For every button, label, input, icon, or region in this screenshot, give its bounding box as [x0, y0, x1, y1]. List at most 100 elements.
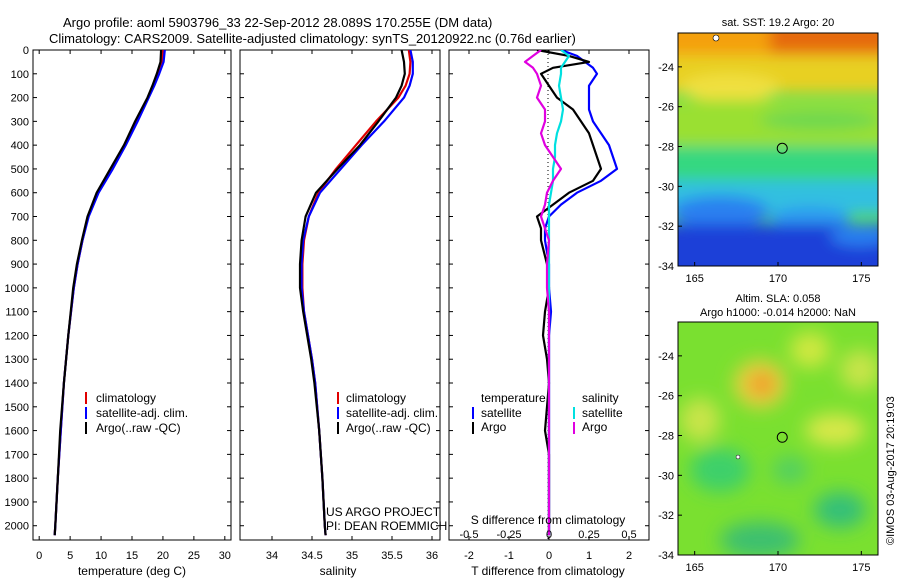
depth-tick-label: 800 [11, 235, 29, 247]
x-tick-label: 20 [157, 550, 169, 562]
figure-title-line1: Argo profile: aoml 5903796_33 22-Sep-201… [63, 15, 492, 30]
map-y-tick-label: -28 [658, 142, 674, 154]
salinity-profiles [298, 50, 414, 536]
project-note-line1: US ARGO PROJECT [326, 505, 441, 519]
depth-tick-label: 300 [11, 116, 29, 128]
sst-map-title: sat. SST: 19.2 Argo: 20 [722, 17, 835, 29]
depth-axis: 0 100 200 300 400 500 600 700 800 900 1000 1100 1200… [5, 45, 649, 533]
sla-map-title-line1: Altim. SLA: 0.058 [736, 293, 821, 305]
difference-profiles [523, 50, 619, 540]
x-tick-label: -2 [464, 550, 474, 562]
salinity-xlabel: salinity [320, 564, 357, 578]
map-y-tick-label: -28 [658, 431, 674, 443]
salinity-panel [239, 49, 441, 541]
legend-argo: Argo(..raw -QC) [346, 421, 431, 435]
salinity-legend: climatology satellite-adj. clim. Argo(..… [337, 391, 438, 435]
legend-temperature-title: temperature [481, 391, 546, 405]
map-y-tick-label: -24 [658, 62, 674, 74]
legend-satellite: satellite-adj. clim. [96, 406, 188, 420]
depth-tick-label: 1100 [5, 307, 29, 319]
x-tick-label: 36 [426, 550, 438, 562]
x-tick-label: 15 [126, 550, 138, 562]
map-x-tick-label: 170 [769, 273, 787, 285]
temperature-profiles [53, 50, 166, 536]
legend-climatology: climatology [96, 391, 156, 405]
x-tick-label: 25 [188, 550, 200, 562]
depth-tick-label: 500 [11, 164, 29, 176]
legend-t-satellite: satellite [481, 406, 522, 420]
top-tick-label: 0 [546, 529, 552, 541]
difference-x-axis: -2 -1 0 1 2 [464, 50, 632, 562]
map-y-tick-label: -24 [658, 351, 674, 363]
map-x-tick-label: 165 [685, 562, 703, 574]
x-tick-label: 35 [346, 550, 358, 562]
salinity-difference-ticks: -0.5 -0.25 0 0.25 0.5 [460, 529, 637, 541]
project-note-line2: PI: DEAN ROEMMICH [326, 519, 447, 533]
temperature-xlabel: temperature (deg C) [78, 564, 186, 578]
depth-tick-label: 0 [23, 45, 29, 57]
argo-location-marker [776, 431, 788, 443]
top-tick-label: 0.5 [621, 529, 636, 541]
temperature-panel [32, 49, 232, 541]
map-y-tick-label: -32 [658, 221, 674, 233]
profile-line-argo [298, 50, 406, 536]
depth-tick-label: 1900 [5, 497, 29, 509]
legend-t-argo: Argo [481, 420, 507, 434]
island-marker [712, 34, 720, 42]
legend-climatology: climatology [346, 391, 406, 405]
map-y-tick-label: -34 [658, 550, 674, 562]
figure-title-line2: Climatology: CARS2009. Satellite-adjuste… [49, 31, 576, 46]
depth-tick-label: 1400 [5, 378, 29, 390]
legend-s-argo: Argo [582, 420, 608, 434]
sst-map-axes: 165 170 175 -24 -26 -28 -30 -32 -34 [658, 62, 870, 285]
x-tick-label: 34.5 [301, 550, 322, 562]
argo-location-marker [776, 142, 788, 154]
sla-map-title-line2: Argo h1000: -0.014 h2000: NaN [700, 307, 856, 319]
map-x-tick-label: 170 [769, 562, 787, 574]
depth-tick-label: 1000 [5, 283, 29, 295]
profile-line-temperature_argo [535, 50, 603, 536]
depth-tick-label: 100 [11, 69, 29, 81]
legend-salinity-title: salinity [582, 391, 619, 405]
temperature-legend: climatology satellite-adj. clim. Argo(..… [85, 391, 188, 435]
top-tick-label: 0.25 [578, 529, 599, 541]
x-tick-label: 30 [219, 550, 231, 562]
map-y-tick-label: -32 [658, 510, 674, 522]
depth-tick-label: 1500 [5, 402, 29, 414]
depth-tick-label: 900 [11, 259, 29, 271]
profile-line-salinity_argo [523, 50, 563, 536]
x-tick-label: 5 [67, 550, 73, 562]
credit-text: ©IMOS 03-Aug-2017 20:19:03 [885, 396, 897, 545]
sst-heatmap [678, 33, 878, 266]
difference-top-label: S difference from climatology [471, 513, 626, 527]
map-y-tick-label: -30 [658, 470, 674, 482]
profile-line-argo [53, 50, 163, 536]
map-y-tick-label: -34 [658, 261, 674, 273]
map-y-tick-label: -26 [658, 102, 674, 114]
legend-argo: Argo(..raw -QC) [96, 421, 181, 435]
depth-tick-label: 1600 [5, 426, 29, 438]
x-tick-label: 1 [586, 550, 592, 562]
depth-tick-label: 400 [11, 140, 29, 152]
depth-tick-label: 600 [11, 188, 29, 200]
x-tick-label: 35.5 [381, 550, 402, 562]
depth-tick-label: 200 [11, 93, 29, 105]
x-tick-label: 0 [36, 550, 42, 562]
x-tick-label: 2 [626, 550, 632, 562]
legend-s-satellite: satellite [582, 406, 623, 420]
legend-satellite: satellite-adj. clim. [346, 406, 438, 420]
x-tick-label: 34 [266, 550, 278, 562]
x-tick-label: -1 [504, 550, 514, 562]
sla-heatmap [678, 322, 878, 555]
x-tick-label: 0 [546, 550, 552, 562]
depth-tick-label: 700 [11, 212, 29, 224]
salinity-x-axis: 34 34.5 35 35.5 36 [266, 50, 438, 562]
depth-tick-label: 1700 [5, 449, 29, 461]
sla-map-axes: 165 170 175 -24 -26 -28 -30 -32 -34 [658, 351, 870, 574]
top-tick-label: -0.25 [496, 529, 521, 541]
map-x-tick-label: 175 [852, 562, 870, 574]
depth-tick-label: 1300 [5, 354, 29, 366]
map-y-tick-label: -26 [658, 391, 674, 403]
depth-tick-label: 2000 [5, 521, 29, 533]
